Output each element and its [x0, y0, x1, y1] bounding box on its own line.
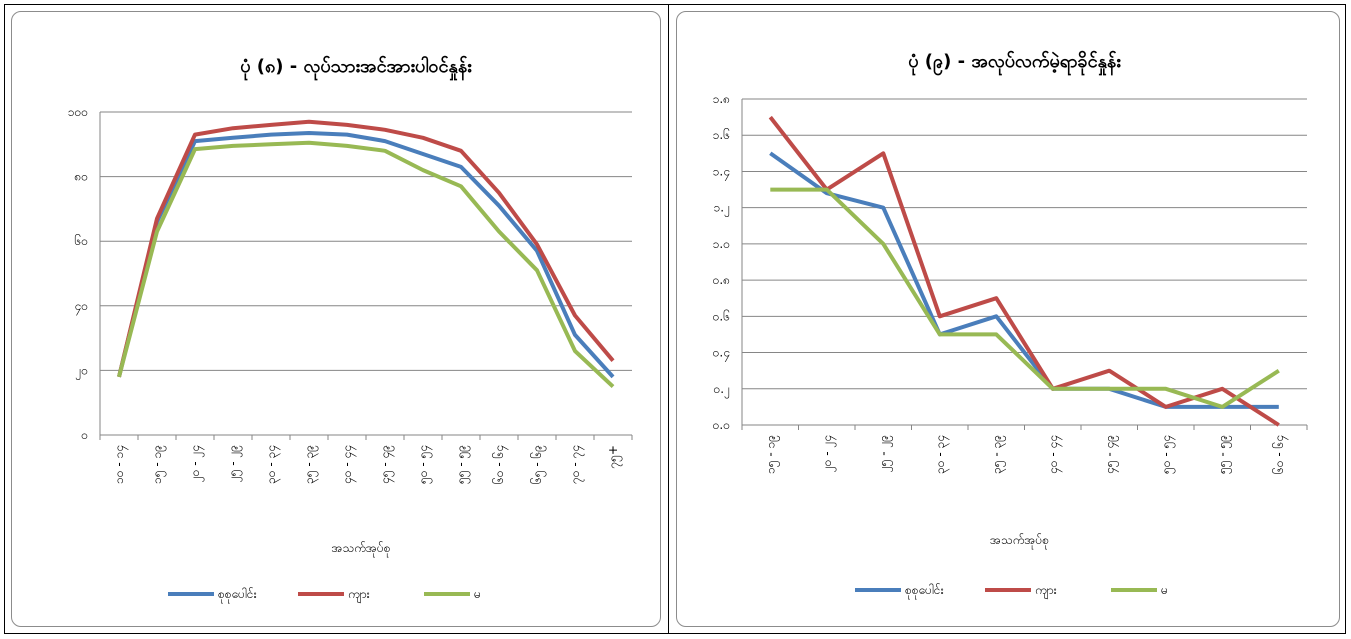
x-tick-label: ၂၅ - ၂၉ [876, 435, 893, 472]
unemployment-rate-chart: ပုံ (၉) - အလုပ်လက်မဲ့ရာခိုင်နှုန်း၀.၀ ၀.၂… [676, 11, 1340, 627]
series-line-0 [117, 131, 615, 379]
x-tick-label: ၃၅ - ၃၉ [989, 435, 1006, 474]
chart-title: ပုံ (၉) - အလုပ်လက်မဲ့ရာခိုင်နှုန်း [908, 50, 1121, 76]
x-tick-label: ၄၀ - ၄၄ [340, 445, 357, 484]
series-line-2 [770, 187, 1280, 409]
series-line-1 [768, 115, 1280, 427]
x-tick-label: ၃၅ - ၃၉ [302, 445, 319, 484]
y-tick-label: ၀.၀ [713, 418, 730, 432]
x-tick-label: ၆၅ - ၆၉ [529, 445, 547, 484]
x-tick-label: ၂၀ - ၂၄ [188, 445, 205, 482]
legend-label-2: မ [1161, 583, 1168, 597]
x-tick-label: ၄၀ - ၄၄ [1046, 435, 1063, 474]
labor-force-participation-chart: ပုံ (၈) - လုပ်သားအင်အားပါဝင်နှုန်း၀၂၀ ၄၀၆… [11, 11, 661, 627]
x-axis-title: အသက်အုပ်စု [990, 532, 1049, 550]
y-tick-label: ၁၀၀ [68, 105, 88, 119]
y-tick-label: ၁.၄ [713, 164, 730, 181]
y-tick-label: ၁.၀ [713, 237, 730, 251]
y-tick-label: ၀.၆ [713, 308, 730, 323]
y-tick-label: ၀.၈ [713, 273, 730, 287]
x-tick-label: ၆၀ - ၆၄ [491, 445, 509, 484]
chart-svg-right: ပုံ (၉) - အလုပ်လက်မဲ့ရာခိုင်နှုန်း၀.၀ ၀.၂… [713, 50, 1308, 600]
x-axis-title: အသက်အုပ်စု [332, 540, 391, 558]
chart-svg-left: ပုံ (၈) - လုပ်သားအင်အားပါဝင်နှုန်း၀၂၀၄၀၆… [68, 55, 633, 604]
legend-label-1: ကျား [348, 587, 370, 604]
y-tick-label: ၂၀ [75, 363, 88, 380]
y-tick-label: ၀.၄ [713, 346, 730, 363]
y-tick-label: ၀ [81, 428, 88, 442]
x-tick-label: ၅၀ - ၅၄ [1159, 435, 1176, 474]
series-line-1 [117, 119, 615, 378]
series-line-2 [117, 140, 615, 389]
x-tick-label: ၇၀ - ၇၄ [568, 445, 585, 484]
y-tick-label: ၁.၆ [713, 127, 730, 142]
x-tick-label: ၅၀ - ၅၄ [416, 445, 433, 484]
x-tick-label: ၅၅ - ၅၉ [454, 445, 471, 484]
x-tick-label: ၄၅ - ၄၉ [1102, 435, 1119, 474]
series-line-0 [769, 151, 1279, 409]
y-tick-label: ၈၀ [74, 170, 88, 184]
x-tick-label: ၆၀ - ၆၄ [1271, 435, 1289, 474]
y-tick-label: ၁.၂ [714, 201, 730, 218]
x-tick-label: ၃၀ - ၃၄ [264, 445, 281, 484]
legend-label-2: မ [474, 587, 481, 601]
table-divider [668, 4, 669, 634]
x-tick-label: ၇၅+ [606, 445, 623, 469]
x-tick-label: ၂၅ - ၂၉ [226, 445, 243, 482]
x-tick-label: ၂၀ - ၂၄ [820, 435, 837, 472]
chart-title: ပုံ (၈) - လုပ်သားအင်အားပါဝင်နှုန်း [240, 55, 472, 81]
y-tick-label: ၁.၈ [713, 92, 730, 106]
table-frame [4, 4, 1346, 634]
x-tick-label: ၅၅ - ၅၉ [1215, 435, 1232, 474]
x-tick-label: ၁၅ - ၁၉ [763, 435, 780, 474]
y-tick-label: ၆၀ [75, 233, 89, 248]
x-tick-label: ၁၅ - ၁၉ [150, 445, 167, 484]
x-tick-label: ၁၀ - ၁၄ [112, 445, 129, 484]
legend-label-0: စုစုပေါင်း [905, 582, 944, 600]
x-tick-label: ၃၀ - ၃၄ [933, 435, 950, 474]
x-tick-label: ၄၅ - ၄၉ [378, 445, 395, 484]
y-tick-label: ၄၀ [75, 299, 89, 316]
legend-label-0: စုစုပေါင်း [218, 586, 257, 604]
y-tick-label: ၀.၂ [714, 382, 730, 399]
legend-label-1: ကျား [1035, 583, 1057, 600]
